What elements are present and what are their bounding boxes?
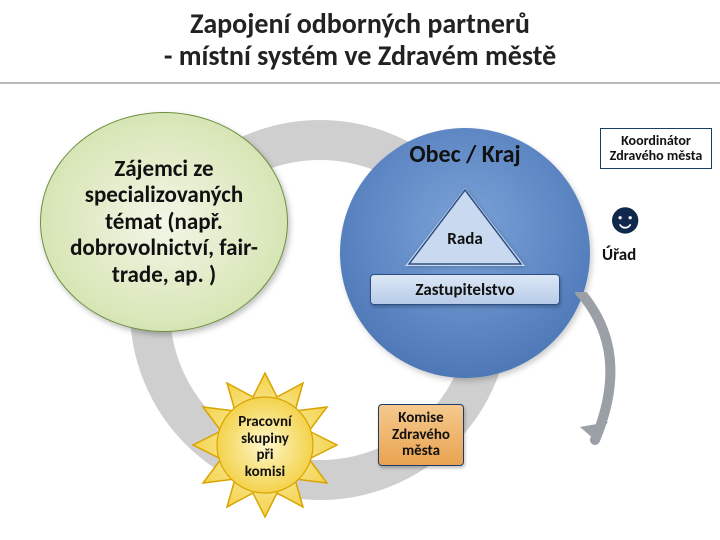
title-line1: Zapojení odborných partnerů — [190, 6, 530, 41]
interest-groups-text: Zájemci ze specializovaných témat (např.… — [59, 156, 269, 288]
triangle-shape — [405, 188, 525, 266]
title-divider — [0, 82, 720, 84]
working-groups-sun: Pracovní skupiny při komisi — [190, 370, 340, 520]
municipality-title: Obec / Kraj — [370, 140, 560, 169]
feedback-arrow — [560, 292, 660, 462]
assembly-bar: Zastupitelstvo — [370, 274, 560, 305]
smiley-icon: ☻ — [602, 196, 648, 240]
sun-label-l1: Pracovní — [238, 413, 291, 431]
commission-box: Komise Zdravého města — [378, 404, 464, 466]
sun-label-l3: při — [256, 446, 273, 464]
council-label: Rada — [405, 228, 525, 249]
assembly-label: Zastupitelstvo — [415, 279, 514, 300]
sun-label-l2: skupiny — [241, 430, 289, 448]
sun-label-l4: komisi — [245, 463, 285, 481]
title-line2: - místní systém ve Zdravém městě — [0, 40, 720, 72]
office-label: Úřad — [602, 244, 636, 265]
commission-text: Komise Zdravého města — [392, 409, 450, 460]
working-groups-label: Pracovní skupiny při komisi — [190, 414, 340, 480]
coordinator-box: Koordinátor Zdravého města — [600, 128, 712, 169]
interest-groups-ellipse: Zájemci ze specializovaných témat (např.… — [40, 112, 288, 332]
council-triangle: Rada — [405, 188, 525, 266]
coordinator-text: Koordinátor Zdravého města — [610, 132, 703, 164]
page-title: Zapojení odborných partnerů - místní sys… — [0, 8, 720, 72]
